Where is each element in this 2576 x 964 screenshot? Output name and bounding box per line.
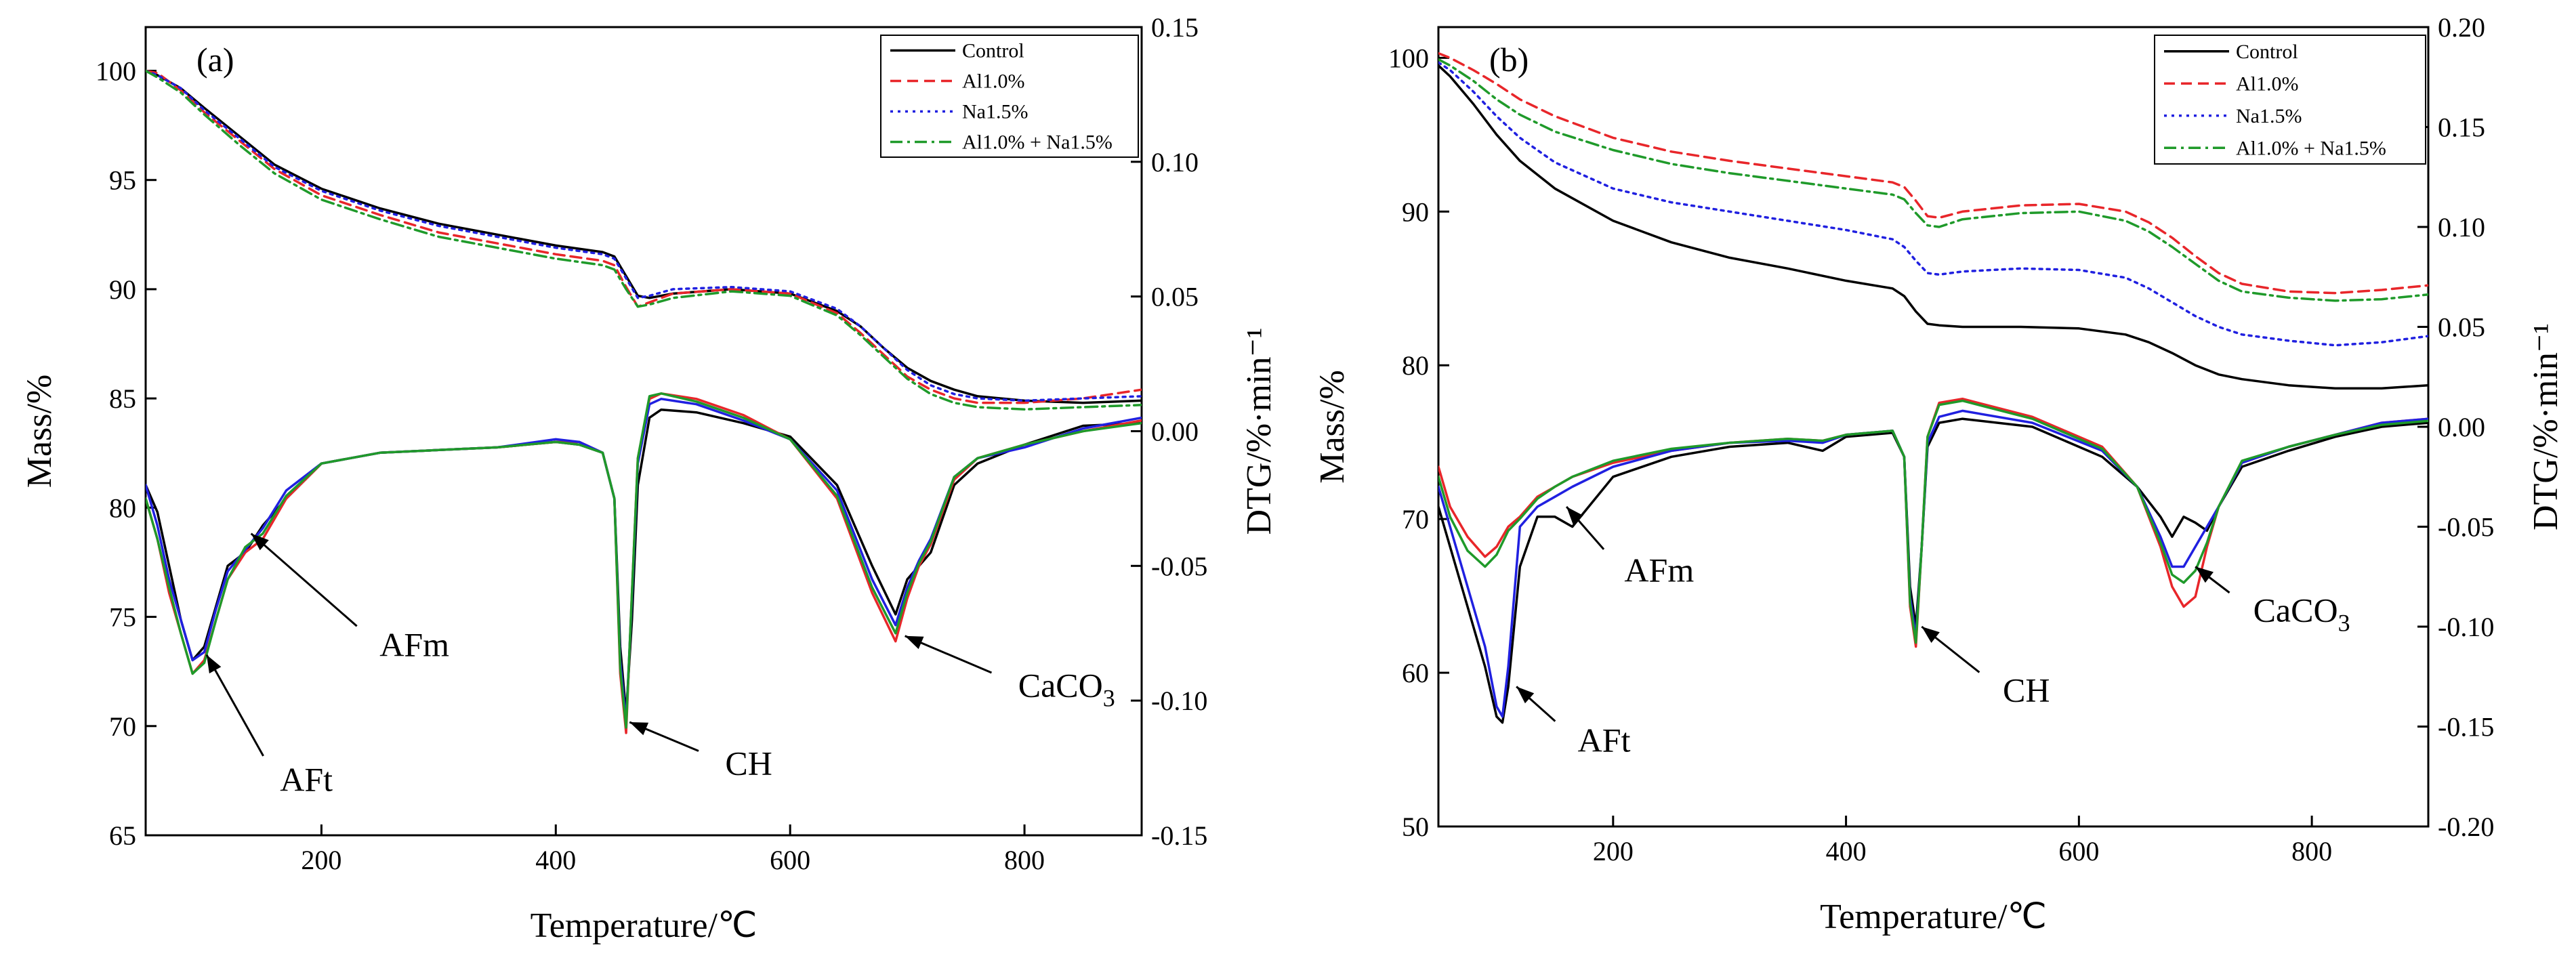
annotation-text: AFm	[1624, 551, 1694, 589]
annotation-text: CaCO	[2253, 591, 2338, 629]
x-tick-label: 800	[2291, 836, 2332, 866]
y-right-tick-label: 0.00	[2438, 412, 2485, 442]
x-tick-label: 200	[1593, 836, 1634, 866]
annotation-subscript: 3	[1103, 684, 1115, 711]
annotation-text: CH	[725, 745, 772, 782]
annotation-text: AFt	[280, 761, 333, 799]
legend-label-al1-0: Al1.0%	[2236, 72, 2299, 95]
annotation-aft: AFt	[1578, 721, 1631, 759]
x-tick-label: 200	[301, 845, 341, 875]
annotation-arrowhead	[2195, 566, 2214, 583]
legend-box	[880, 35, 1139, 158]
annotation-text: CaCO	[1018, 666, 1103, 704]
y-left-tick-label: 65	[109, 820, 136, 851]
legend-label-al1-0-na1-5: Al1.0% + Na1.5%	[2236, 137, 2386, 159]
mass-line-na1-5	[146, 69, 1142, 402]
y-right-tick-label: 0.10	[2438, 212, 2485, 243]
y-right-tick-label: -0.10	[2438, 612, 2494, 642]
annotation-arrowhead	[1566, 507, 1583, 525]
annotation-afm: AFm	[379, 626, 449, 664]
annotation-text: AFt	[1578, 721, 1631, 759]
annotation-arrowhead	[206, 654, 222, 674]
y-left-tick-label: 75	[109, 602, 136, 633]
y-right-tick-label: 0.05	[2438, 312, 2485, 343]
annotation-aft: AFt	[280, 761, 333, 799]
y-right-tick-label: -0.05	[2438, 512, 2494, 543]
y-left-axis-title: Mass/%	[20, 375, 59, 488]
annotation-text: AFm	[379, 626, 449, 664]
y-left-tick-label: 100	[96, 56, 136, 86]
legend-label-al1-0: Al1.0%	[962, 70, 1025, 93]
annotation-ch: CH	[2003, 671, 2050, 709]
legend-label-al1-0-na1-5: Al1.0% + Na1.5%	[962, 131, 1113, 154]
chart-panel-a: 200 400 600 800 65 70 75 80 85 90 95 100 -0.15 -0.10 -…	[20, 12, 1279, 945]
y-left-tick-label: 80	[1402, 350, 1429, 381]
chart-panel-b: 200 400 600 800 50 60 70 80 90 100 -0.20 -0.15 -0.10…	[1313, 12, 2565, 936]
y-left-tick-label: 90	[109, 274, 136, 305]
plot-area	[146, 69, 1142, 734]
annotation-arrow	[250, 532, 358, 627]
y-right-tick-label: 0.10	[1151, 147, 1199, 177]
legend: Control Al1.0% Na1.5% Al1.0% + Na1.5%	[880, 35, 1139, 158]
mass-line-control	[1438, 64, 2428, 390]
legend-label-control: Control	[962, 40, 1024, 62]
annotation-arrowhead	[629, 721, 649, 736]
y-right-tick-label: -0.05	[1151, 551, 1207, 581]
y-left-tick-label: 80	[109, 493, 136, 523]
y-left-tick-label: 70	[1402, 504, 1429, 535]
legend-label-na1-5: Na1.5%	[2236, 105, 2302, 127]
y-right-tick-label: 0.05	[1151, 282, 1199, 312]
panel-label: (a)	[196, 41, 234, 79]
x-tick-label: 800	[1004, 845, 1045, 875]
legend-label-na1-5: Na1.5%	[962, 101, 1028, 123]
x-tick-label: 600	[770, 845, 810, 875]
annotation-arrowhead	[905, 635, 924, 650]
x-tick-label: 400	[1826, 836, 1867, 866]
y-right-axis-title: DTG/%·min⁻¹	[1240, 328, 1279, 535]
annotation-arrowhead	[1921, 627, 1940, 643]
plot-area	[1438, 51, 2428, 724]
mass-line-na1-5	[1438, 61, 2428, 347]
legend-box	[2154, 35, 2426, 165]
mass-line-al1-0-na1-5	[146, 69, 1142, 411]
annotation-caco3: CaCO3	[2253, 591, 2350, 637]
panel-label: (b)	[1489, 41, 1529, 79]
y-left-tick-label: 60	[1402, 658, 1429, 688]
legend: Control Al1.0% Na1.5% Al1.0% + Na1.5%	[2154, 35, 2426, 165]
annotation-afm: AFm	[1624, 551, 1694, 589]
y-right-tick-label: 0.00	[1151, 417, 1199, 447]
mass-line-al1-0	[1438, 51, 2428, 295]
y-left-axis-title: Mass/%	[1313, 370, 1352, 484]
annotation-caco3: CaCO3	[1018, 666, 1115, 711]
y-right-axis-title: DTG/%·min⁻¹	[2527, 323, 2565, 530]
y-right-tick-label: -0.10	[1151, 686, 1207, 716]
y-left-tick-label: 50	[1402, 812, 1429, 842]
annotation-text: CH	[2003, 671, 2050, 709]
x-tick-label: 600	[2058, 836, 2099, 866]
y-right-tick-label: 0.15	[2438, 112, 2485, 143]
y-left-tick-label: 100	[1388, 43, 1429, 73]
y-left-tick-label: 85	[109, 383, 136, 414]
annotation-arrowhead	[1516, 686, 1535, 704]
x-axis-title: Temperature/℃	[531, 906, 757, 945]
y-left-tick-label: 90	[1402, 196, 1429, 227]
y-left-tick-label: 95	[109, 165, 136, 196]
y-right-tick-label: 0.20	[2438, 12, 2485, 43]
y-right-tick-label: -0.15	[2438, 712, 2494, 742]
annotation-arrowhead	[251, 533, 269, 551]
dtg-line-al1-0-na1-5	[146, 392, 1142, 729]
y-right-tick-label: -0.15	[1151, 820, 1207, 851]
legend-label-control: Control	[2236, 41, 2298, 63]
mass-line-al1-0-na1-5	[1438, 58, 2428, 302]
dtg-line-al1-0-na1-5	[1438, 399, 2428, 644]
y-right-tick-label: 0.15	[1151, 12, 1199, 43]
annotation-subscript: 3	[2338, 610, 2350, 637]
y-left-tick-label: 70	[109, 711, 136, 742]
annotation-arrow	[205, 654, 264, 757]
annotation-ch: CH	[725, 745, 772, 782]
y-right-tick-label: -0.20	[2438, 812, 2494, 842]
x-tick-label: 400	[535, 845, 576, 875]
x-axis-title: Temperature/℃	[1820, 898, 2047, 936]
